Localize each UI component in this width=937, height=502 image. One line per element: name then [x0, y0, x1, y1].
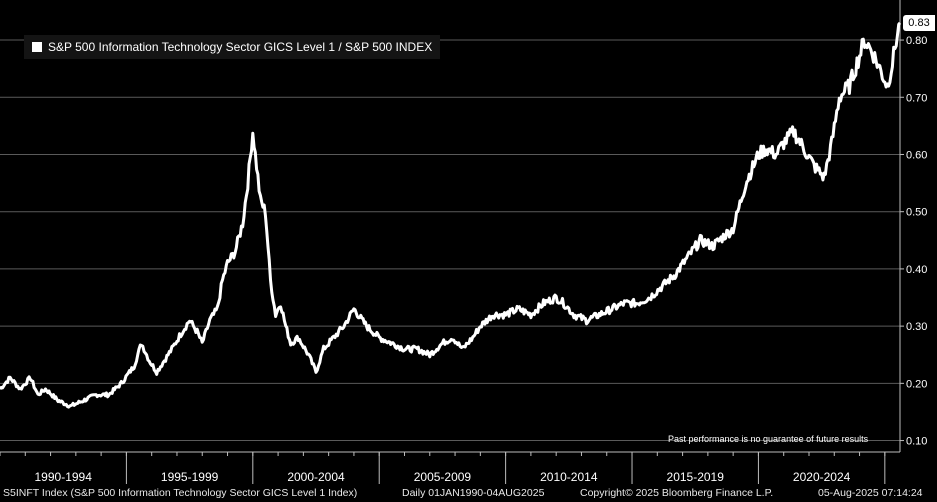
y-tick-label: 0.60: [906, 149, 927, 161]
legend-label: S&P 500 Information Technology Sector GI…: [48, 40, 433, 54]
gridlines: [0, 39, 900, 442]
footer-copyright: Copyright© 2025 Bloomberg Finance L.P.: [580, 487, 774, 499]
y-tick-label: 0.20: [906, 378, 927, 390]
footer-range: Daily 01JAN1990-04AUG2025: [402, 487, 545, 499]
y-tick-label: 0.80: [906, 35, 927, 47]
legend-swatch: [32, 42, 42, 52]
x-tick-label: 2000-2004: [287, 470, 345, 484]
y-tick-label: 0.50: [906, 207, 927, 219]
x-tick-label: 2020-2024: [793, 470, 851, 484]
footer-timestamp: 05-Aug-2025 07:14:24: [818, 487, 923, 499]
footer-ticker: S5INFT Index (S&P 500 Information Techno…: [3, 487, 358, 499]
y-tick-label: 0.70: [906, 92, 927, 104]
y-tick-label: 0.40: [906, 264, 927, 276]
x-tick-label: 2010-2014: [540, 470, 598, 484]
y-axis: 0.10 0.20 0.30 0.40 0.50 0.60 0.70 0.80: [899, 0, 927, 452]
x-tick-label: 1995-1999: [161, 470, 219, 484]
last-value-tag: 0.83: [903, 14, 935, 31]
y-tick-label: 0.10: [906, 436, 927, 448]
legend: S&P 500 Information Technology Sector GI…: [24, 35, 441, 59]
x-tick-label: 2015-2019: [667, 470, 725, 484]
x-tick-label: 2005-2009: [414, 470, 472, 484]
disclaimer: Past performance is no guarantee of futu…: [668, 434, 869, 444]
footer: S5INFT Index (S&P 500 Information Techno…: [0, 486, 937, 502]
series-line-it-vs-spx: [0, 21, 902, 409]
x-tick-label: 1990-1994: [35, 470, 93, 484]
y-tick-label: 0.30: [906, 321, 927, 333]
x-axis: 1990-1994 1995-1999 2000-2004 2005-2009 2010…: [0, 451, 900, 484]
